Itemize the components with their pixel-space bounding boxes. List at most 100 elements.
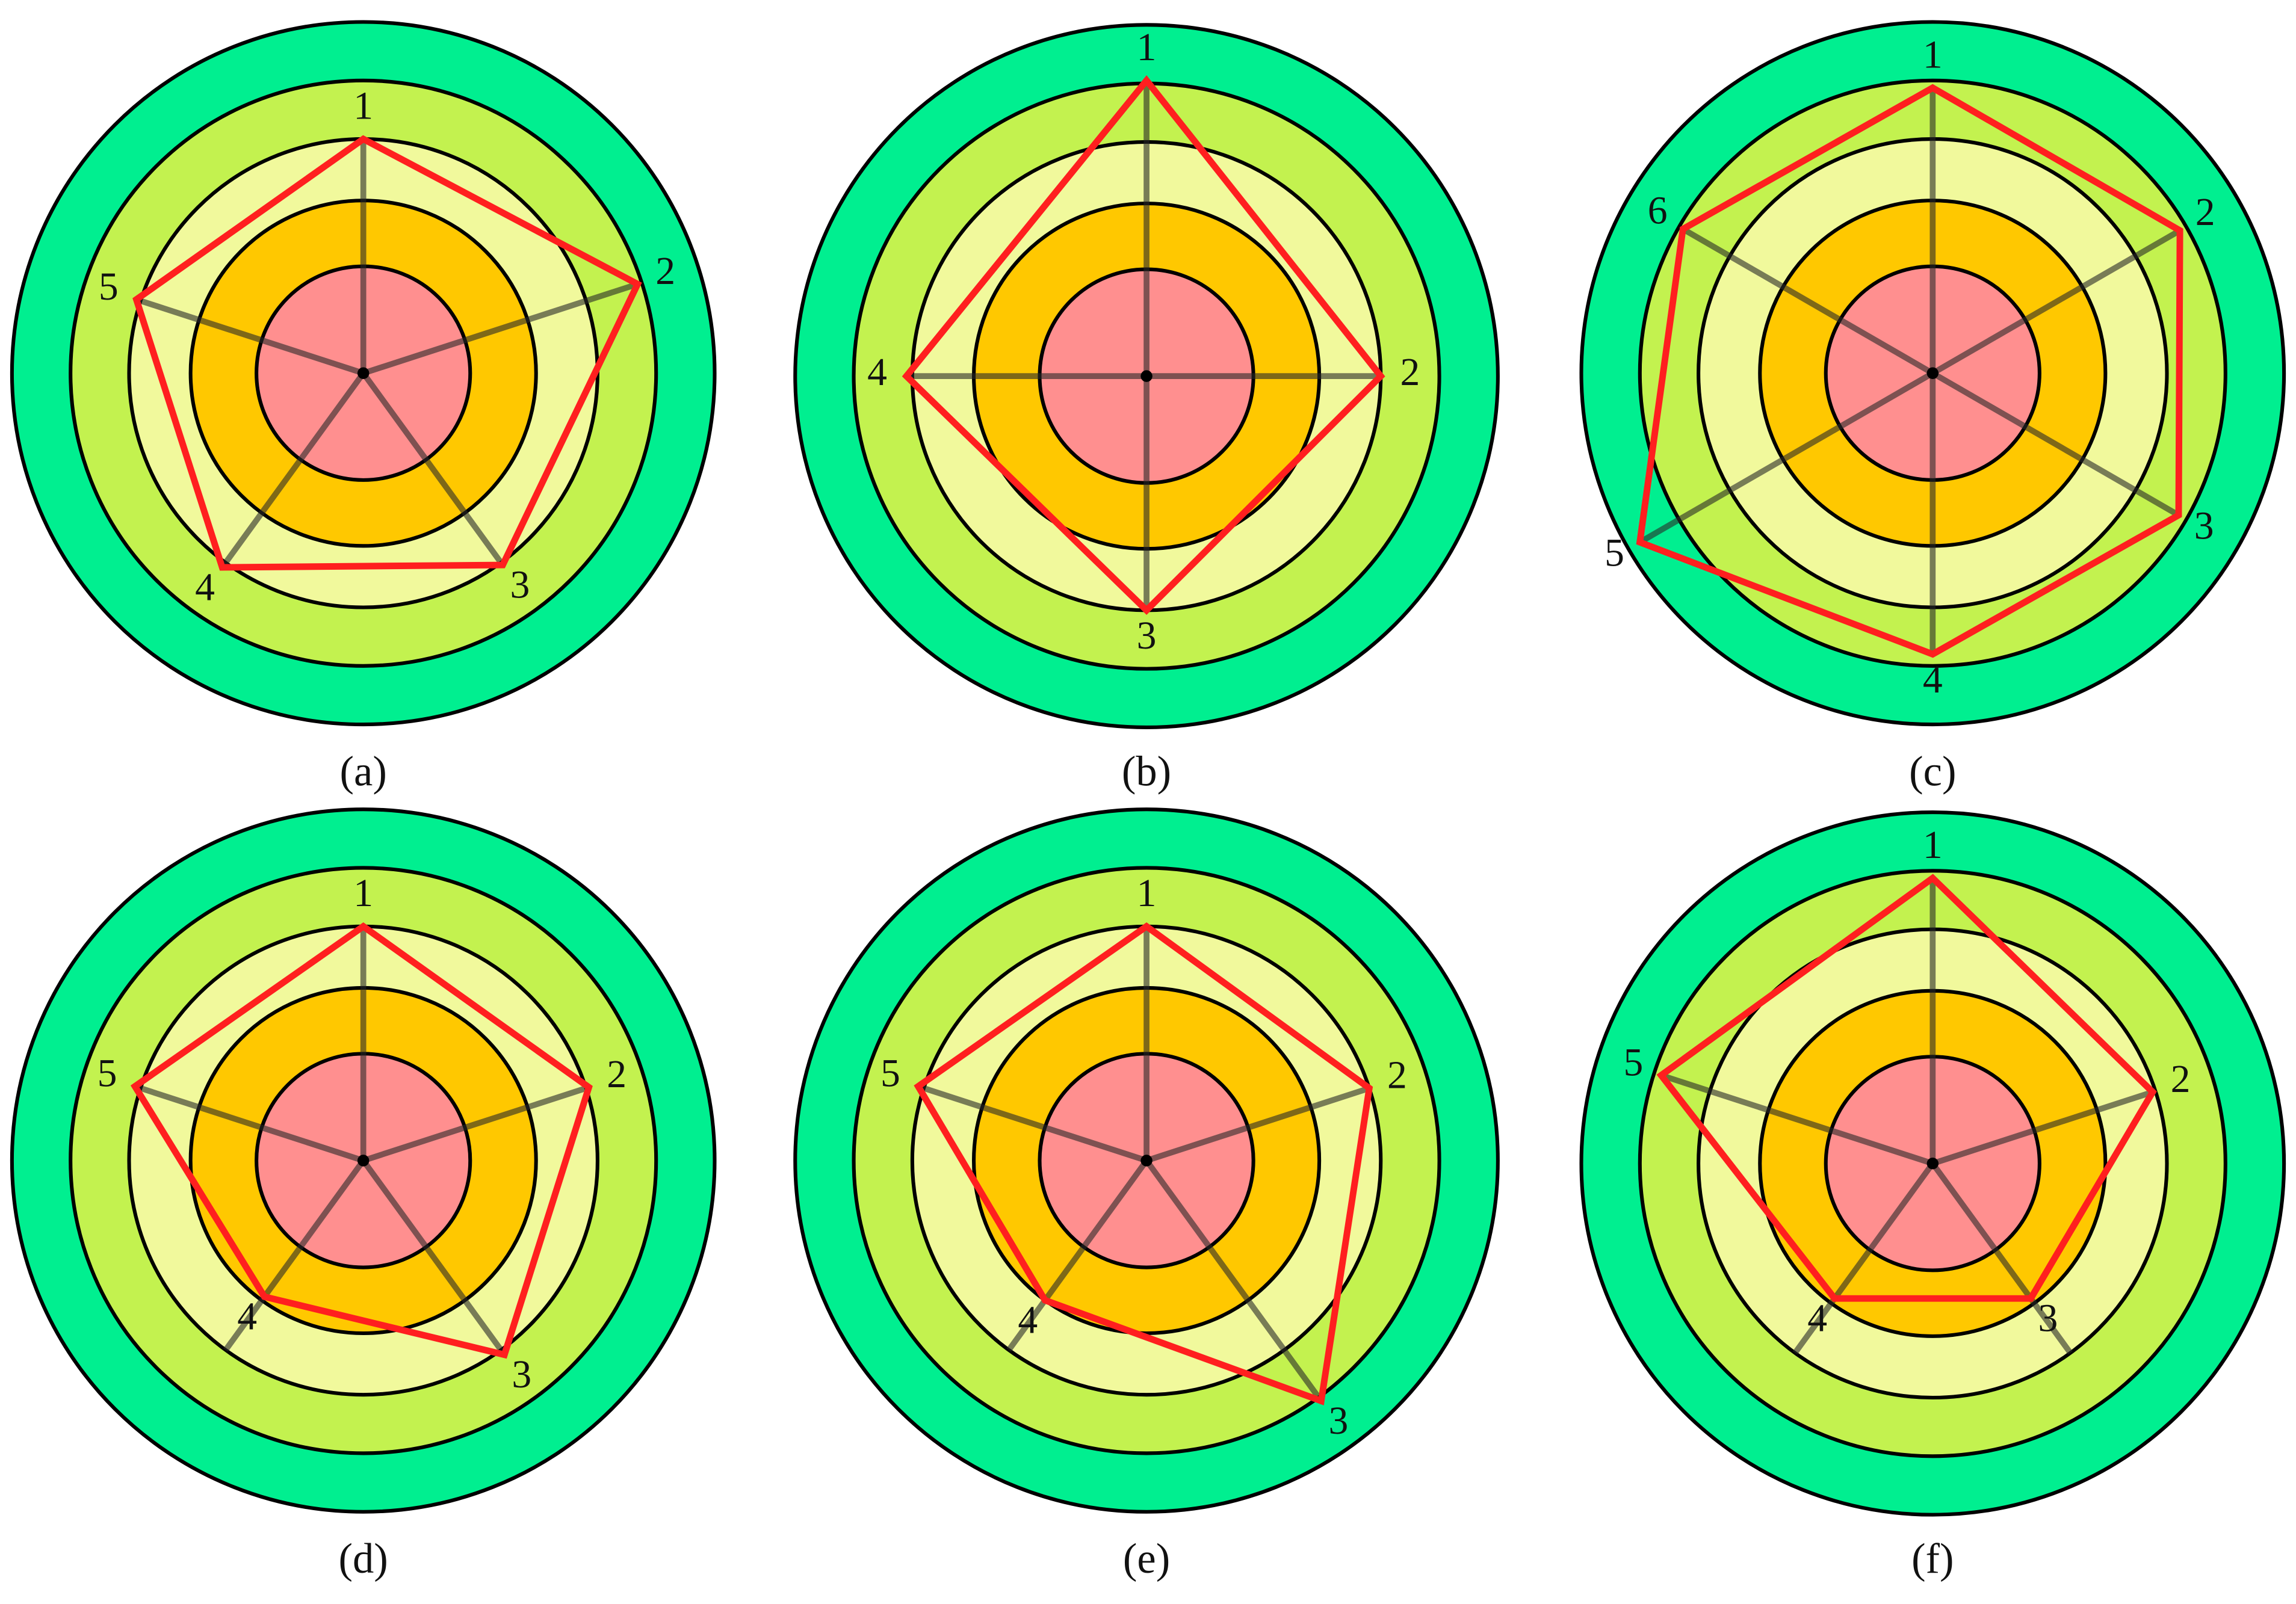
spoke: [135, 297, 365, 376]
vertex: [1143, 606, 1150, 614]
axis-label: 4: [1807, 1297, 1827, 1340]
spoke: [1638, 371, 1934, 545]
axis-label: 3: [510, 563, 530, 607]
vertex: [131, 1083, 138, 1090]
axis-label: 5: [1624, 1040, 1644, 1084]
panel-label: (a): [340, 748, 387, 795]
radar-panel: 1 2 3 4 5 6 (c): [1579, 20, 2286, 795]
spoke: [134, 1084, 365, 1164]
radar-panel: 1 2 3 4 5 (a): [10, 20, 717, 795]
vertex: [634, 280, 641, 288]
vertex: [1679, 226, 1686, 233]
radar-panel: 1 2 3 4 (b): [793, 23, 1500, 795]
vertex: [1377, 372, 1384, 380]
spoke: [360, 1159, 507, 1357]
spoke: [917, 1084, 1148, 1164]
axis-label: 5: [99, 265, 119, 309]
axis-label: 3: [2038, 1297, 2058, 1340]
axis-label: 4: [1923, 658, 1943, 702]
vertex: [1929, 650, 1936, 658]
spoke: [1792, 1161, 1936, 1355]
axis-label: 1: [1137, 25, 1157, 69]
vertex: [1636, 538, 1644, 546]
panel-label: (e): [1123, 1535, 1170, 1582]
spoke: [1931, 1088, 2156, 1167]
panel-label: (f): [1911, 1535, 1954, 1582]
spoke: [362, 1084, 590, 1164]
spoke: [360, 371, 506, 567]
vertex: [915, 1083, 922, 1090]
grid-circle: [69, 866, 658, 1455]
axis-label: 3: [1328, 1399, 1348, 1443]
axis-label: 5: [97, 1052, 117, 1096]
radar-polygon: [1656, 874, 2157, 1302]
panel-label: (b): [1122, 748, 1171, 795]
grid-circle: [1579, 20, 2286, 727]
axis-label: 4: [237, 1295, 257, 1339]
vertex: [133, 296, 140, 303]
radar-panel: 1 2 3 4 5 (e): [793, 807, 1500, 1582]
axis-label: 1: [353, 84, 373, 128]
grid-circle: [69, 78, 658, 668]
vertex: [2176, 227, 2183, 234]
spoke: [1660, 1072, 1934, 1167]
axis-label: 2: [1400, 350, 1420, 394]
axis-label: 4: [867, 350, 887, 394]
vertex: [501, 1351, 508, 1359]
vertex: [586, 1084, 592, 1091]
axis-label: 4: [195, 565, 215, 609]
vertex: [360, 135, 367, 143]
vertex: [1042, 1297, 1048, 1304]
grid-circle: [10, 20, 717, 727]
spoke: [1930, 1161, 2073, 1355]
radar-polygon: [914, 922, 1373, 1405]
vertex: [903, 372, 910, 380]
vertex: [1366, 1085, 1373, 1092]
grid-circle: [1579, 810, 2286, 1517]
grid-circle: [852, 866, 1441, 1455]
axis-label: 5: [880, 1052, 900, 1096]
axis-label: 2: [655, 249, 675, 293]
spoke: [1931, 227, 2182, 376]
axis-label: 1: [1923, 823, 1943, 867]
axis-label: 2: [1387, 1053, 1407, 1097]
axis-label: 2: [2171, 1057, 2191, 1101]
axis-label: 1: [353, 871, 373, 915]
center-dot: [357, 367, 370, 380]
spoke: [1144, 1159, 1324, 1403]
axis-label: 1: [1137, 871, 1157, 915]
center-dot: [1926, 1158, 1939, 1170]
radar-panel: 1 2 3 4 5 (f): [1579, 810, 2286, 1582]
radar-polygon: [130, 922, 593, 1359]
radar-panel: 1 2 3 4 5 (d): [10, 807, 717, 1582]
vertex: [2175, 511, 2182, 519]
vertex: [2027, 1295, 2034, 1302]
spoke: [1681, 226, 1934, 376]
vertex: [1657, 1072, 1665, 1079]
axis-label: 4: [1018, 1298, 1038, 1342]
vertex: [1143, 923, 1150, 930]
vertex: [360, 923, 367, 930]
vertex: [2149, 1088, 2156, 1096]
grid-circle: [793, 807, 1500, 1514]
vertex: [1929, 84, 1936, 91]
vertex: [1831, 1295, 1838, 1302]
spoke: [1931, 371, 2180, 518]
axis-label: 6: [1648, 188, 1668, 232]
panel-label: (c): [1909, 748, 1956, 795]
spoke: [223, 1159, 366, 1352]
grid-circle: [1638, 869, 2227, 1458]
vertex: [1317, 1398, 1325, 1404]
axis-label: 5: [1604, 531, 1624, 575]
center-dot: [1140, 1155, 1153, 1167]
vertex: [218, 564, 226, 571]
spoke: [1006, 1159, 1150, 1352]
grid-circle: [793, 23, 1500, 729]
vertex: [261, 1293, 268, 1300]
spoke: [220, 371, 366, 569]
axis-label: 2: [607, 1052, 627, 1096]
axis-label: 3: [1137, 614, 1157, 658]
axis-label: 2: [2195, 190, 2215, 234]
